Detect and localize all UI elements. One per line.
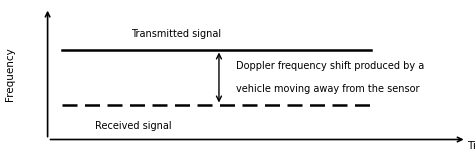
Text: Transmitted signal: Transmitted signal: [131, 29, 221, 39]
Text: Doppler frequency shift produced by a: Doppler frequency shift produced by a: [236, 61, 424, 71]
Text: Received signal: Received signal: [95, 121, 171, 131]
Text: Frequency: Frequency: [4, 48, 15, 101]
Text: vehicle moving away from the sensor: vehicle moving away from the sensor: [236, 84, 419, 94]
Text: Time: Time: [467, 141, 476, 151]
